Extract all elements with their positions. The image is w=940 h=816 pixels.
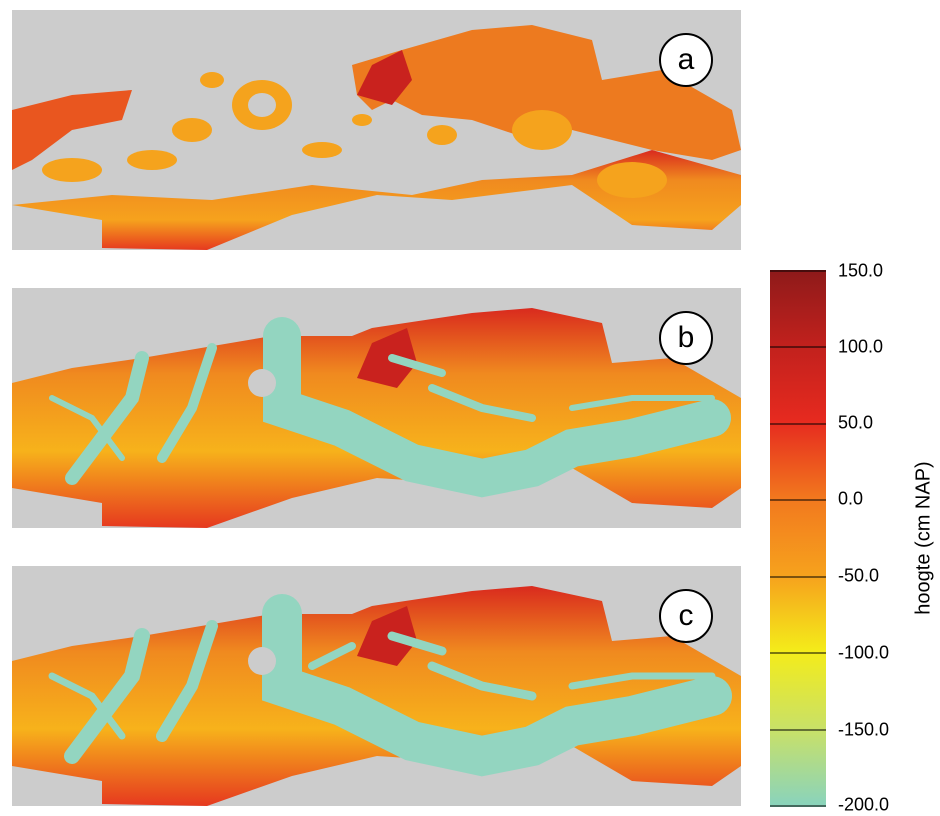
colorbar-tick-label: -50.0 bbox=[838, 565, 880, 586]
land-south bbox=[12, 150, 741, 250]
colorbar-tick-label: 150.0 bbox=[838, 260, 884, 281]
channels-c bbox=[48, 594, 732, 777]
panel-label-c: c bbox=[659, 589, 713, 643]
colorbar-tick-label: -100.0 bbox=[838, 642, 890, 663]
colorbar-gradient bbox=[770, 270, 826, 807]
elevation-map-b bbox=[12, 308, 741, 528]
land-north-ridge-c bbox=[357, 606, 417, 666]
colorbar-axis-label: hoogte (cm NAP) bbox=[912, 461, 935, 615]
colorbar-tick-label: -200.0 bbox=[838, 794, 890, 815]
panel-label-b: b bbox=[659, 311, 713, 365]
panel-label-a: a bbox=[659, 33, 713, 87]
map-panel-a: a bbox=[12, 10, 741, 250]
land-northeast bbox=[352, 25, 741, 160]
land-north-ridge bbox=[357, 50, 412, 105]
colorbar-tick-label: 0.0 bbox=[838, 488, 864, 509]
land-north-ridge-b bbox=[357, 328, 417, 388]
channels-b bbox=[49, 317, 731, 498]
island-hole-b bbox=[248, 369, 276, 397]
land-west bbox=[12, 90, 132, 170]
land-b bbox=[12, 308, 741, 528]
shoals-a bbox=[42, 72, 667, 198]
colorbar-tick-label: 100.0 bbox=[838, 336, 884, 357]
colorbar bbox=[770, 270, 826, 807]
land-c bbox=[12, 586, 741, 806]
map-panel-b: b bbox=[12, 288, 741, 528]
island-hole-c bbox=[248, 647, 276, 675]
map-panel-c: c bbox=[12, 566, 741, 806]
elevation-map-a bbox=[12, 25, 741, 250]
colorbar-tick-label: 50.0 bbox=[838, 412, 874, 433]
shoal-hole bbox=[248, 93, 276, 117]
elevation-map-c bbox=[12, 586, 741, 806]
colorbar-tick-label: -150.0 bbox=[838, 719, 890, 740]
